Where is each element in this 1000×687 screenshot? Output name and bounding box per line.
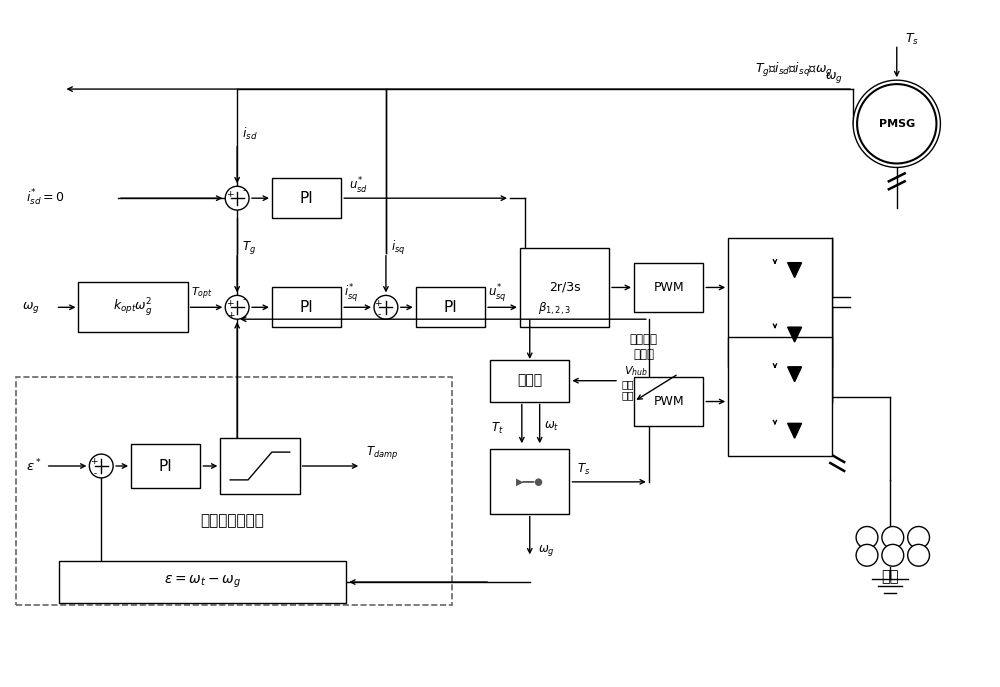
Text: PI: PI <box>444 300 457 315</box>
Text: $\omega_g$: $\omega_g$ <box>825 69 843 85</box>
Text: PI: PI <box>300 191 313 205</box>
Text: +: + <box>227 311 234 319</box>
Polygon shape <box>788 262 802 278</box>
Text: +: + <box>374 299 382 308</box>
Circle shape <box>374 295 398 319</box>
Text: 塔影效应: 塔影效应 <box>621 391 646 401</box>
Bar <box>728 238 832 367</box>
Text: PI: PI <box>300 300 313 315</box>
Text: $T_t$: $T_t$ <box>491 420 504 436</box>
Text: $u_{sq}^{*}$: $u_{sq}^{*}$ <box>488 282 507 304</box>
Bar <box>16 376 452 605</box>
Text: $\omega_g$: $\omega_g$ <box>538 543 554 558</box>
Circle shape <box>908 526 929 548</box>
Text: $i_{sq}$: $i_{sq}$ <box>391 239 405 257</box>
Text: 网侧变换
器控制: 网侧变换 器控制 <box>630 333 658 361</box>
Bar <box>59 561 346 603</box>
Polygon shape <box>788 367 802 382</box>
Circle shape <box>856 544 878 566</box>
Circle shape <box>908 544 929 566</box>
Bar <box>78 282 188 332</box>
Text: $\omega_t$: $\omega_t$ <box>544 420 559 433</box>
Bar <box>728 337 832 456</box>
Text: $u_{sd}^{*}$: $u_{sd}^{*}$ <box>349 176 368 196</box>
Bar <box>490 449 569 514</box>
Text: $T_s$: $T_s$ <box>905 32 919 47</box>
Text: +: + <box>226 299 233 308</box>
Polygon shape <box>788 327 802 342</box>
Bar <box>634 376 703 427</box>
Text: $i_{sd}^{*}=0$: $i_{sd}^{*}=0$ <box>26 188 64 208</box>
Bar <box>634 262 703 313</box>
Text: 风剪切: 风剪切 <box>621 379 640 389</box>
Text: PWM: PWM <box>653 395 684 408</box>
Text: $\varepsilon^*$: $\varepsilon^*$ <box>26 458 42 474</box>
Text: -: - <box>242 295 245 304</box>
Circle shape <box>882 544 904 566</box>
Bar <box>520 248 609 327</box>
Text: $T_{damp}$: $T_{damp}$ <box>366 444 398 460</box>
Text: $T_g$: $T_g$ <box>242 239 256 256</box>
Text: $\omega_g$: $\omega_g$ <box>22 300 40 315</box>
Text: $T_s$: $T_s$ <box>577 462 591 477</box>
Text: -: - <box>242 186 245 195</box>
Text: ▶━━●: ▶━━● <box>516 477 544 487</box>
Text: $i_{sq}^{*}$: $i_{sq}^{*}$ <box>344 282 359 304</box>
Circle shape <box>89 454 113 478</box>
Text: 2r/3s: 2r/3s <box>549 281 580 294</box>
Bar <box>416 287 485 327</box>
Text: $\varepsilon=\omega_t-\omega_g$: $\varepsilon=\omega_t-\omega_g$ <box>164 574 241 590</box>
Text: $T_g$、$i_{sd}$、$i_{sq}$、$\omega_g$: $T_g$、$i_{sd}$、$i_{sq}$、$\omega_g$ <box>755 61 833 79</box>
Circle shape <box>225 295 249 319</box>
Text: PMSG: PMSG <box>879 119 915 128</box>
Bar <box>220 438 300 494</box>
Circle shape <box>853 80 940 168</box>
Text: 扭转载荷控制器: 扭转载荷控制器 <box>200 513 264 528</box>
Text: $i_{sd}$: $i_{sd}$ <box>242 126 258 142</box>
Text: PWM: PWM <box>653 281 684 294</box>
Bar <box>490 360 569 401</box>
Text: $\beta_{1,2,3}$: $\beta_{1,2,3}$ <box>538 301 571 317</box>
Circle shape <box>225 186 249 210</box>
Bar <box>272 179 341 218</box>
Text: -: - <box>378 311 381 319</box>
Circle shape <box>882 526 904 548</box>
Bar <box>131 444 200 488</box>
Text: +: + <box>226 190 233 199</box>
Circle shape <box>856 526 878 548</box>
Text: $k_{opt}\omega_g^2$: $k_{opt}\omega_g^2$ <box>113 296 153 318</box>
Text: $V_{hub}$: $V_{hub}$ <box>624 364 648 378</box>
Text: 电网: 电网 <box>881 570 899 585</box>
Text: $T_{opt}$: $T_{opt}$ <box>191 285 212 302</box>
Text: -: - <box>93 469 96 478</box>
Text: +: + <box>90 458 97 466</box>
Circle shape <box>857 84 936 164</box>
Bar <box>272 287 341 327</box>
Polygon shape <box>788 423 802 438</box>
Text: PI: PI <box>159 458 173 473</box>
Text: 风力机: 风力机 <box>517 374 542 387</box>
